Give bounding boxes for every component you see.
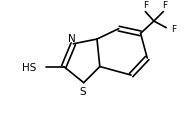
Text: F: F xyxy=(162,1,167,10)
Text: F: F xyxy=(143,1,148,10)
Text: F: F xyxy=(171,25,176,34)
Text: S: S xyxy=(80,87,86,97)
Text: N: N xyxy=(69,34,76,44)
Text: HS: HS xyxy=(22,62,36,72)
